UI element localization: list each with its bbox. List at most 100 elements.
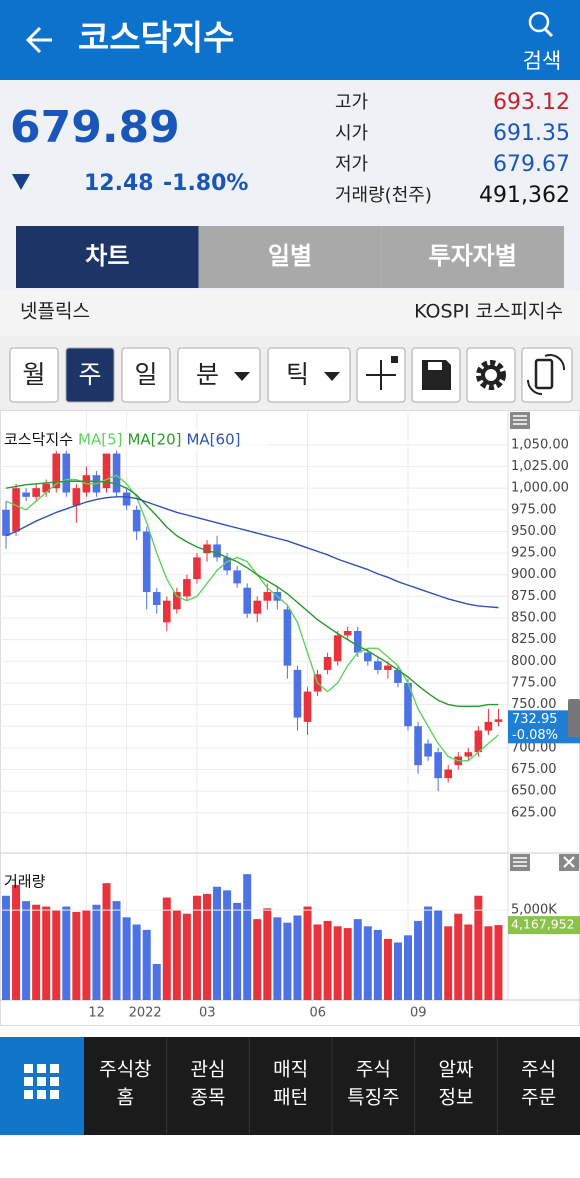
volume-bar xyxy=(454,913,463,1000)
x-tick-label: 12 xyxy=(88,1006,105,1021)
y-tick-label: 925.00 xyxy=(511,546,557,561)
y-tick-label: 650.00 xyxy=(511,784,557,799)
change-pct: -1.80% xyxy=(163,171,248,196)
volume-bar xyxy=(142,929,151,1000)
y-tick-label: 950.00 xyxy=(511,524,557,539)
nav-label: 주식창 xyxy=(99,1059,151,1081)
stat-value: 679.67 xyxy=(493,152,570,177)
volume-bar xyxy=(343,928,352,1000)
dropdown-arrow xyxy=(234,372,250,381)
candle-body xyxy=(253,600,262,614)
menu-dot xyxy=(37,1064,46,1073)
settings-button[interactable] xyxy=(466,347,516,403)
volume-bar xyxy=(32,904,41,1000)
volume-bar xyxy=(223,890,232,1000)
volume-bar xyxy=(333,926,342,1000)
search-label[interactable]: 검색 xyxy=(523,49,562,73)
volume-bar xyxy=(92,904,101,1000)
y-tick-label: 875.00 xyxy=(511,589,557,604)
candle-body xyxy=(102,453,111,489)
y-tick-label: 825.00 xyxy=(511,632,557,647)
volume-bar xyxy=(474,895,483,1000)
volume-bar xyxy=(373,929,382,1000)
legend-entry: MA[5] xyxy=(78,431,122,449)
related-right[interactable]: KOSPI 코스피지수 xyxy=(414,301,563,323)
y-tick-label: 750.00 xyxy=(511,697,557,712)
volume-bar xyxy=(152,964,161,1000)
related-left[interactable]: 넷플릭스 xyxy=(20,301,90,323)
candle-body xyxy=(32,488,40,497)
y-tick-label: 1,000.00 xyxy=(511,481,569,496)
x-tick-label: 03 xyxy=(199,1006,216,1021)
stat-label: 고가 xyxy=(335,92,368,113)
gear-teeth xyxy=(476,360,506,390)
volume-bar xyxy=(363,926,372,1000)
nav-label: 알짜 xyxy=(439,1059,474,1081)
nav-label: 주식 xyxy=(356,1059,391,1081)
legend-entry: MA[60] xyxy=(186,431,240,449)
moving-average xyxy=(5,474,499,762)
legend-bg xyxy=(2,429,267,451)
y-tick-label: 625.00 xyxy=(511,805,557,820)
volume-bar xyxy=(182,913,191,1000)
volume-bar xyxy=(464,924,473,1000)
change: 12.48 xyxy=(84,171,154,196)
tabs: 차트 일별 투자자별 xyxy=(16,226,564,288)
period-label: 주 xyxy=(78,360,101,389)
volume-bar xyxy=(353,919,362,1000)
nav-label: 주문 xyxy=(521,1087,556,1109)
x-tick-label: 2022 xyxy=(129,1006,162,1021)
volume-bar xyxy=(12,884,21,1000)
search-icon-handle xyxy=(543,27,554,38)
nav-label: 패턴 xyxy=(273,1087,308,1109)
candle-body xyxy=(52,453,61,489)
panel-menu-lines xyxy=(513,857,527,867)
period-button[interactable] xyxy=(267,347,351,403)
volume-bar xyxy=(283,922,292,1000)
candle-body xyxy=(183,579,191,597)
period-button[interactable] xyxy=(177,347,261,403)
tab[interactable] xyxy=(16,226,199,288)
volume-bar xyxy=(494,925,503,1000)
tab[interactable] xyxy=(381,226,564,288)
period-label: 틱 xyxy=(286,360,309,389)
menu-dot xyxy=(50,1064,59,1073)
menu-dot xyxy=(24,1077,33,1086)
scroll-handle[interactable] xyxy=(568,699,580,737)
volume-bar xyxy=(2,895,10,1000)
period-button[interactable] xyxy=(9,347,59,403)
crosshair-icon xyxy=(366,360,396,390)
period-label: 일 xyxy=(134,360,157,389)
y-tick-label: 800.00 xyxy=(511,654,557,669)
volume-bar xyxy=(233,902,242,1000)
y-tick-label: 775.00 xyxy=(511,675,557,690)
volume-title: 거래량 xyxy=(4,873,46,891)
stat-label: 시가 xyxy=(335,123,368,144)
volume-bar xyxy=(243,874,252,1000)
period-button[interactable] xyxy=(65,347,115,403)
volume-bar xyxy=(383,938,392,1000)
candle-body xyxy=(283,609,292,666)
chart-title: 코스닥지수 xyxy=(4,431,73,449)
menu-icon xyxy=(24,1064,59,1099)
volume-bar xyxy=(263,908,272,1000)
tab[interactable] xyxy=(198,226,382,288)
candle-body xyxy=(444,769,452,779)
volume-bar xyxy=(112,901,121,1000)
candle-body xyxy=(384,665,392,670)
volume-bar xyxy=(132,924,141,1000)
back-button[interactable] xyxy=(25,26,52,54)
volume-bar xyxy=(22,901,31,1000)
candle-body xyxy=(343,631,352,636)
nav-label: 주식 xyxy=(521,1059,556,1081)
moving-average xyxy=(5,480,499,708)
candle-body xyxy=(394,669,402,683)
candle-body xyxy=(293,669,302,718)
rotate-button[interactable] xyxy=(521,347,573,403)
search-icon[interactable] xyxy=(528,11,550,33)
volume-bar xyxy=(72,911,81,1000)
candle-body xyxy=(22,492,30,497)
period-button[interactable] xyxy=(121,347,171,403)
